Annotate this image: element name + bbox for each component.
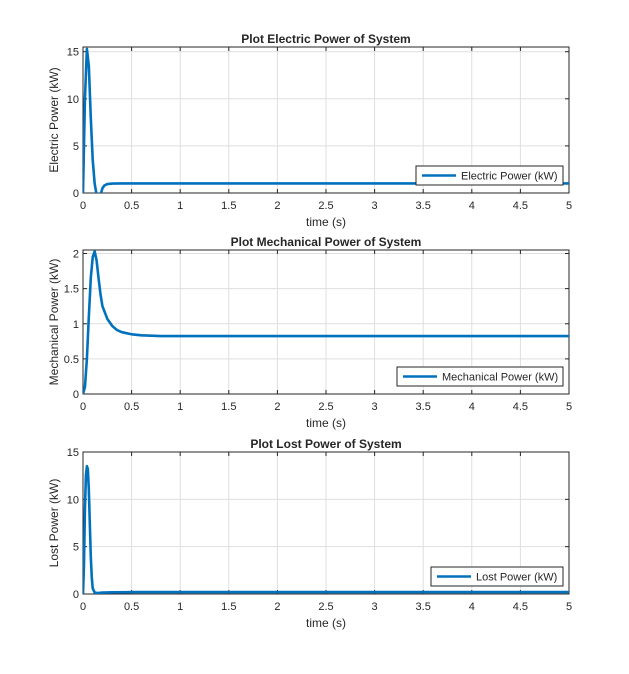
chart-1-x-tick-label: 3.5	[416, 200, 431, 212]
chart-3-x-tick-label: 1	[177, 601, 183, 613]
chart-1-y-tick-label: 5	[73, 141, 79, 153]
chart-1-x-tick-label: 4.5	[513, 200, 528, 212]
chart-2-x-tick-label: 1.5	[221, 401, 236, 413]
chart-3-x-tick-label: 0	[80, 601, 86, 613]
chart-1-title: Plot Electric Power of System	[241, 32, 410, 46]
chart-3-x-tick-label: 4	[469, 601, 475, 613]
chart-1-y-tick-label: 15	[67, 47, 79, 59]
chart-3-x-tick-label: 4.5	[513, 601, 528, 613]
chart-1-x-tick-label: 2	[274, 200, 280, 212]
chart-1-x-tick-label: 4	[469, 200, 475, 212]
chart-3: 0 0.5 1 1.5 2 2.5 3 3.5 4 4.5 5 0 5 10 15 Plot Lost Pow…	[47, 437, 572, 630]
chart-2-y-tick-label: 0.5	[64, 354, 79, 366]
chart-1-y-axis-label: Electric Power (kW)	[47, 67, 61, 172]
chart-2: 0 0.5 1 1.5 2 2.5 3 3.5 4 4.5 5 0 0.5 1 1.5 2 Plot Mecha…	[47, 235, 572, 430]
chart-3-y-tick-label: 10	[67, 494, 79, 506]
chart-2-y-axis-label: Mechanical Power (kW)	[47, 259, 61, 386]
chart-3-x-tick-label: 0.5	[124, 601, 139, 613]
chart-2-title: Plot Mechanical Power of System	[231, 235, 422, 249]
chart-2-legend: Mechanical Power (kW)	[397, 367, 563, 386]
chart-2-x-tick-label: 4	[469, 401, 475, 413]
chart-3-legend-label: Lost Power (kW)	[476, 572, 557, 584]
chart-2-x-tick-label: 0.5	[124, 401, 139, 413]
chart-2-x-tick-label: 3	[372, 401, 378, 413]
chart-1-x-tick-label: 3	[372, 200, 378, 212]
chart-2-x-tick-label: 5	[566, 401, 572, 413]
chart-1-x-axis-label: time (s)	[306, 215, 346, 229]
chart-3-y-tick-label: 5	[73, 542, 79, 554]
chart-2-legend-label: Mechanical Power (kW)	[442, 372, 558, 384]
chart-3-x-tick-label: 2.5	[318, 601, 333, 613]
chart-1-y-tick-label: 0	[73, 188, 79, 200]
chart-1: 0 0.5 1 1.5 2 2.5 3 3.5 4 4.5 5 0 5 10 15 Plot Electric…	[47, 32, 572, 229]
chart-2-x-tick-label: 2	[274, 401, 280, 413]
chart-3-x-tick-label: 5	[566, 601, 572, 613]
chart-1-y-tick-label: 10	[67, 94, 79, 106]
chart-1-x-tick-label: 1	[177, 200, 183, 212]
chart-3-x-tick-label: 2	[274, 601, 280, 613]
chart-3-y-tick-label: 15	[67, 447, 79, 459]
chart-3-title: Plot Lost Power of System	[250, 437, 401, 451]
chart-3-legend: Lost Power (kW)	[431, 567, 563, 586]
chart-2-x-tick-label: 2.5	[318, 401, 333, 413]
chart-1-x-tick-label: 0.5	[124, 200, 139, 212]
chart-3-x-tick-label: 3.5	[416, 601, 431, 613]
chart-1-legend: Electric Power (kW)	[416, 166, 563, 185]
chart-2-y-tick-label: 0	[73, 389, 79, 401]
chart-2-x-tick-label: 1	[177, 401, 183, 413]
chart-2-y-tick-label: 1	[73, 319, 79, 331]
chart-3-y-tick-label: 0	[73, 589, 79, 601]
chart-1-legend-label: Electric Power (kW)	[461, 171, 558, 183]
chart-2-y-tick-label: 2	[73, 249, 79, 261]
chart-1-x-tick-label: 1.5	[221, 200, 236, 212]
chart-3-y-axis-label: Lost Power (kW)	[47, 479, 61, 568]
chart-3-x-tick-label: 1.5	[221, 601, 236, 613]
chart-2-x-tick-label: 3.5	[416, 401, 431, 413]
chart-1-x-tick-label: 2.5	[318, 200, 333, 212]
chart-2-y-tick-label: 1.5	[64, 284, 79, 296]
chart-2-x-axis-label: time (s)	[306, 416, 346, 430]
chart-1-x-tick-label: 0	[80, 200, 86, 212]
chart-2-x-tick-label: 4.5	[513, 401, 528, 413]
chart-3-x-axis-label: time (s)	[306, 616, 346, 630]
chart-1-x-tick-label: 5	[566, 200, 572, 212]
chart-2-x-tick-label: 0	[80, 401, 86, 413]
chart-3-x-tick-label: 3	[372, 601, 378, 613]
